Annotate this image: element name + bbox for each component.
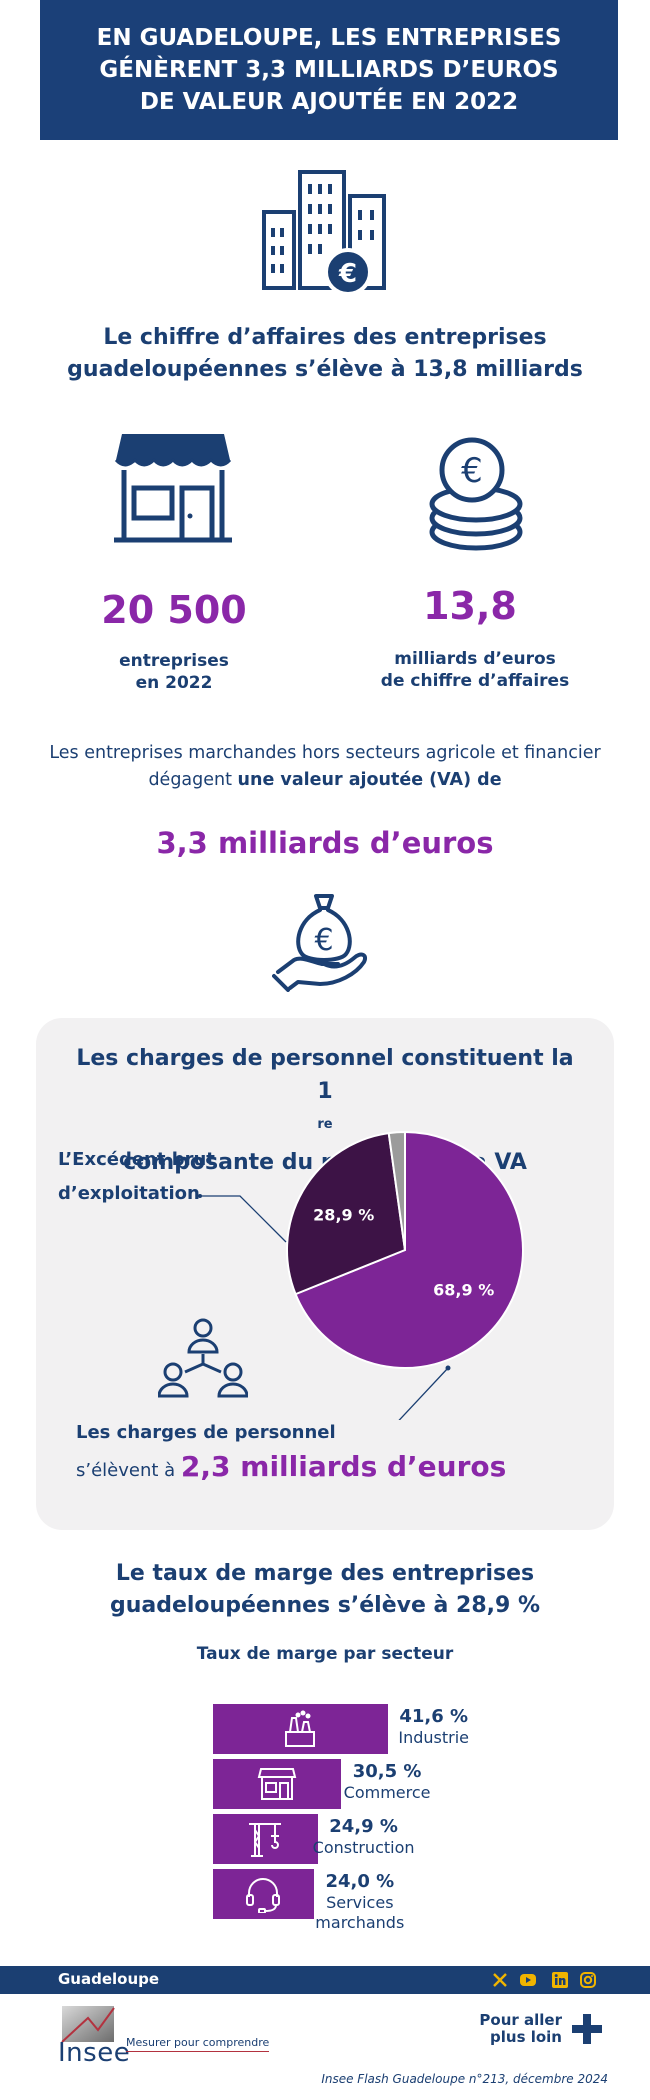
bar-category-label-1: Industrie: [398, 1728, 470, 1747]
more-info-link[interactable]: Pour aller plus loin: [479, 2011, 562, 2046]
charges-connector-line: [398, 1367, 449, 1420]
factory-icon: [280, 1710, 320, 1752]
money-bag-hand-icon: €: [272, 894, 367, 992]
va-intro-text: Les entreprises marchandes hors secteurs…: [49, 743, 601, 790]
publication-citation: Insee Flash Guadeloupe n°213, décembre 2…: [321, 2072, 608, 2086]
plus-icon[interactable]: [572, 2014, 602, 2044]
entreprises-label: entreprises en 2022: [119, 651, 229, 693]
people-network-icon: [158, 1318, 248, 1398]
bar-value-label-4: 24,0 %: [325, 1871, 395, 1892]
insee-logo-text: Insee: [58, 2038, 131, 2068]
bar-value-label-2: 30,5 %: [352, 1761, 422, 1782]
bar-4: [213, 1869, 314, 1919]
shop-icon: [114, 434, 232, 543]
ebe-label: L’Excédent brut d’exploitation: [58, 1149, 215, 1204]
pie-slice-1: [294, 1130, 524, 1369]
coins-euro-icon: €: [429, 437, 523, 551]
insee-tagline: Mesurer pour comprendre: [126, 2036, 270, 2052]
bar-2: [213, 1759, 342, 1809]
shop-icon: [257, 1765, 297, 1807]
x-icon[interactable]: [492, 1972, 508, 1988]
headset-icon: [243, 1875, 283, 1917]
footer-bar: [0, 1966, 650, 1994]
charges-connector-dot: [445, 1365, 451, 1371]
buildings-euro-icon: €: [262, 170, 386, 296]
svg-text:€: €: [461, 451, 483, 491]
bar-3: [213, 1814, 318, 1864]
va-value: 3,3 milliards d’euros: [156, 826, 494, 860]
pie-slice-2: [286, 1131, 407, 1296]
instagram-icon[interactable]: [580, 1972, 596, 1988]
page-title: EN GUADELOUPE, LES ENTREPRISES GÉNÈRENT …: [96, 25, 562, 115]
svg-text:€: €: [314, 923, 333, 958]
pie-label-2: 28,9 %: [313, 1206, 374, 1225]
entreprises-count: 20 500: [101, 588, 247, 632]
pie-label-1: 68,9 %: [433, 1281, 494, 1300]
bar-value-label-3: 24,9 %: [329, 1816, 398, 1837]
youtube-icon[interactable]: [520, 1972, 536, 1988]
bar-category-label-4: Services marchands: [315, 1893, 405, 1932]
svg-text:€: €: [338, 259, 357, 289]
footer-region: Guadeloupe: [58, 1970, 160, 1988]
charges-value-line: s’élèvent à 2,3 milliards d’euros: [76, 1450, 507, 1483]
insee-logo-icon: [61, 2006, 115, 2043]
pie-slice-3: [387, 1130, 406, 1251]
marge-section-title: Le taux de marge des entreprises guadelo…: [109, 1561, 541, 1618]
chiffre-affaires-label: milliards d’euros de chiffre d’affaires: [380, 649, 570, 691]
pie-chart: 68,9 % 28,9 %: [198, 1130, 524, 1420]
linkedin-icon[interactable]: [552, 1972, 568, 1988]
ebe-connector-dot: [198, 1194, 202, 1198]
chiffre-affaires-value: 13,8: [423, 584, 517, 628]
bar-value-label-1: 41,6 %: [399, 1706, 469, 1727]
bar-chart-title: Taux de marge par secteur: [196, 1644, 454, 1664]
bar-1: [213, 1704, 388, 1754]
crane-icon: [245, 1820, 285, 1862]
ca-section-title: Le chiffre d’affaires des entreprises gu…: [67, 325, 583, 382]
bar-category-label-3: Construction: [312, 1838, 415, 1857]
header-banner: EN GUADELOUPE, LES ENTREPRISES GÉNÈRENT …: [40, 0, 618, 140]
bar-category-label-2: Commerce: [343, 1783, 431, 1802]
charges-value: 2,3 milliards d’euros: [180, 1450, 507, 1483]
ebe-connector-line: [200, 1195, 287, 1243]
charges-label: Les charges de personnel: [76, 1422, 336, 1443]
